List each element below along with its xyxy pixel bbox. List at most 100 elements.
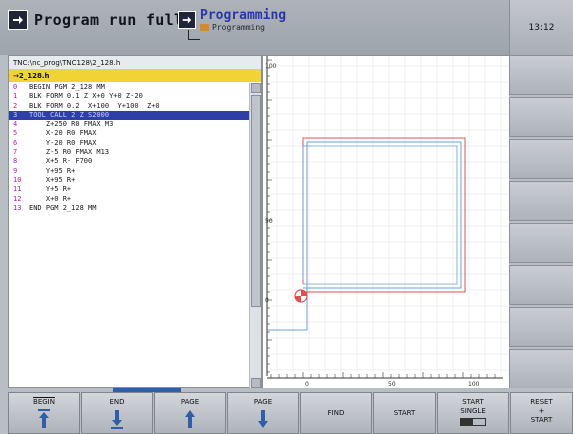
- vertical-softkey-6[interactable]: [509, 265, 573, 305]
- softkey-start-single-label-2: SINGLE: [460, 407, 486, 415]
- softkey-reset-label-3: START: [530, 416, 553, 424]
- program-scrollbar[interactable]: [249, 83, 261, 388]
- program-listing[interactable]: 0 BEGIN PGM 2_128 MM 1 BLK FORM 0.1 Z X+0 Y…: [9, 83, 249, 388]
- line-code: Y+5 R+: [29, 185, 72, 194]
- program-line[interactable]: 4 Z+250 R0 FMAX M3: [9, 120, 249, 129]
- line-number: 7: [13, 148, 18, 157]
- program-line[interactable]: 8 X+5 R- F700: [9, 157, 249, 166]
- program-line[interactable]: 12 X+0 R+: [9, 195, 249, 204]
- line-number: 6: [13, 138, 18, 147]
- program-line[interactable]: 1 BLK FORM 0.1 Z X+0 Y+0 Z-20: [9, 92, 249, 101]
- program-line[interactable]: 13 END PGM 2_128 MM: [9, 204, 249, 213]
- softkey-start[interactable]: START: [373, 392, 436, 434]
- program-line[interactable]: 7 Z-5 R0 FMAX M13: [9, 148, 249, 157]
- line-code: Z+250 R0 FMAX M3: [29, 120, 114, 129]
- vertical-softkey-3[interactable]: [509, 139, 573, 179]
- line-code: X+5 R- F700: [29, 157, 93, 166]
- tool-marker-quadrant-2: [295, 296, 301, 302]
- start-single-toggle: [460, 418, 486, 426]
- vertical-softkey-1[interactable]: [509, 55, 573, 95]
- scroll-thumb[interactable]: [251, 95, 261, 307]
- program-line[interactable]: 6 Y-20 R0 FMAX: [9, 139, 249, 148]
- graphic-canvas: 100 50 0 0 50 100: [265, 56, 509, 388]
- vertical-softkey-2[interactable]: [509, 97, 573, 137]
- workpiece-outline: [302, 137, 466, 293]
- softkey-start-single[interactable]: START SINGLE: [437, 392, 509, 434]
- vertical-softkey-7[interactable]: [509, 307, 573, 347]
- y-tick-label-0: 0: [265, 297, 269, 304]
- clock: 13:12: [509, 0, 573, 55]
- tool-marker-quadrant: [301, 290, 307, 296]
- line-number: 3: [13, 110, 18, 119]
- line-code: Z-5 R0 FMAX M13: [29, 148, 110, 157]
- softkey-start-single-label-1: START: [462, 398, 484, 406]
- mode-left-title: Program run full…: [34, 11, 193, 29]
- line-number: 10: [13, 175, 22, 184]
- arrow-up-bar-icon: [38, 409, 50, 428]
- softkey-end[interactable]: END: [81, 392, 153, 434]
- program-line[interactable]: 3 TOOL CALL 2 Z S2000: [9, 110, 249, 121]
- mode-right-title: Programming: [200, 8, 287, 23]
- y-tick-label-100: 100: [265, 63, 277, 70]
- x-tick-label-100: 100: [468, 381, 480, 388]
- line-code: Y+95 R+: [29, 166, 76, 175]
- connector-line: [188, 30, 200, 40]
- softkey-page-down-label: PAGE: [253, 398, 273, 406]
- line-number: 12: [13, 194, 22, 203]
- softkey-begin-label: BEGIN: [33, 398, 55, 406]
- softkey-row-indicator: [113, 388, 181, 392]
- softkey-reset-start[interactable]: RESET + START: [510, 392, 573, 434]
- file-path: TNC:\nc_prog\TNC128\2_128.h: [9, 56, 261, 70]
- softkey-find[interactable]: FIND: [300, 392, 372, 434]
- vertical-softkey-column: [509, 55, 573, 389]
- main-area: TNC:\nc_prog\TNC128\2_128.h →2_128.h 0 BE…: [8, 55, 509, 388]
- line-code: Y-20 R0 FMAX: [29, 138, 97, 147]
- vertical-softkey-5[interactable]: [509, 223, 573, 263]
- program-line[interactable]: 10 X+95 R+: [9, 176, 249, 185]
- softkey-start-label: START: [393, 408, 416, 417]
- line-code: BEGIN PGM 2_128 MM: [29, 83, 105, 91]
- softkey-find-label: FIND: [327, 408, 345, 417]
- line-code: TOOL CALL 2 Z S2000: [29, 110, 110, 119]
- mode-arrow-icon: [8, 10, 28, 30]
- program-line[interactable]: 2 BLK FORM 0.2 X+100 Y+100 Z+0: [9, 102, 249, 111]
- scroll-down-button[interactable]: [251, 378, 261, 388]
- house-icon: [200, 24, 209, 31]
- vertical-softkey-4[interactable]: [509, 181, 573, 221]
- line-number: 9: [13, 166, 18, 175]
- vertical-softkey-8[interactable]: [509, 349, 573, 389]
- line-number: 1: [13, 92, 18, 101]
- line-code: END PGM 2_128 MM: [29, 203, 97, 212]
- program-line[interactable]: 0 BEGIN PGM 2_128 MM: [9, 83, 249, 92]
- mode-programming[interactable]: Programming Programming: [178, 8, 286, 32]
- x-tick-label-50: 50: [388, 381, 396, 388]
- arrow-up-icon: [185, 410, 195, 428]
- softkey-begin[interactable]: BEGIN: [8, 392, 80, 434]
- softkey-reset-label-1: RESET: [530, 398, 553, 406]
- line-number: 8: [13, 157, 18, 166]
- program-line[interactable]: 11 Y+5 R+: [9, 185, 249, 194]
- file-name-bar: →2_128.h: [9, 70, 261, 82]
- tool-path-inner: [302, 145, 458, 285]
- program-line[interactable]: 9 Y+95 R+: [9, 167, 249, 176]
- x-tick-label-0: 0: [305, 381, 309, 388]
- softkey-page-down[interactable]: PAGE: [227, 392, 299, 434]
- line-number: 2: [13, 101, 18, 110]
- mode-program-run-full[interactable]: Program run full…: [8, 10, 193, 30]
- softkey-reset-label-2: +: [538, 407, 545, 415]
- tool-path-contour: [267, 141, 462, 331]
- mode-right-subtitle: Programming: [212, 23, 265, 32]
- line-code: X+95 R+: [29, 175, 76, 184]
- y-ruler-ticks: [267, 59, 272, 373]
- programming-graphic[interactable]: 100 50 0 0 50 100: [261, 56, 509, 388]
- arrow-down-icon: [258, 410, 268, 428]
- y-tick-label-50: 50: [265, 218, 273, 225]
- program-line[interactable]: 5 X-20 R0 FMAX: [9, 129, 249, 138]
- line-code: X-20 R0 FMAX: [29, 129, 97, 138]
- line-number: 13: [13, 203, 22, 212]
- header-bar: Program run full… Programming Programmin…: [0, 0, 573, 55]
- scroll-up-button[interactable]: [251, 83, 261, 93]
- arrow-down-bar-icon: [111, 410, 123, 429]
- line-number: 11: [13, 185, 22, 194]
- softkey-page-up[interactable]: PAGE: [154, 392, 226, 434]
